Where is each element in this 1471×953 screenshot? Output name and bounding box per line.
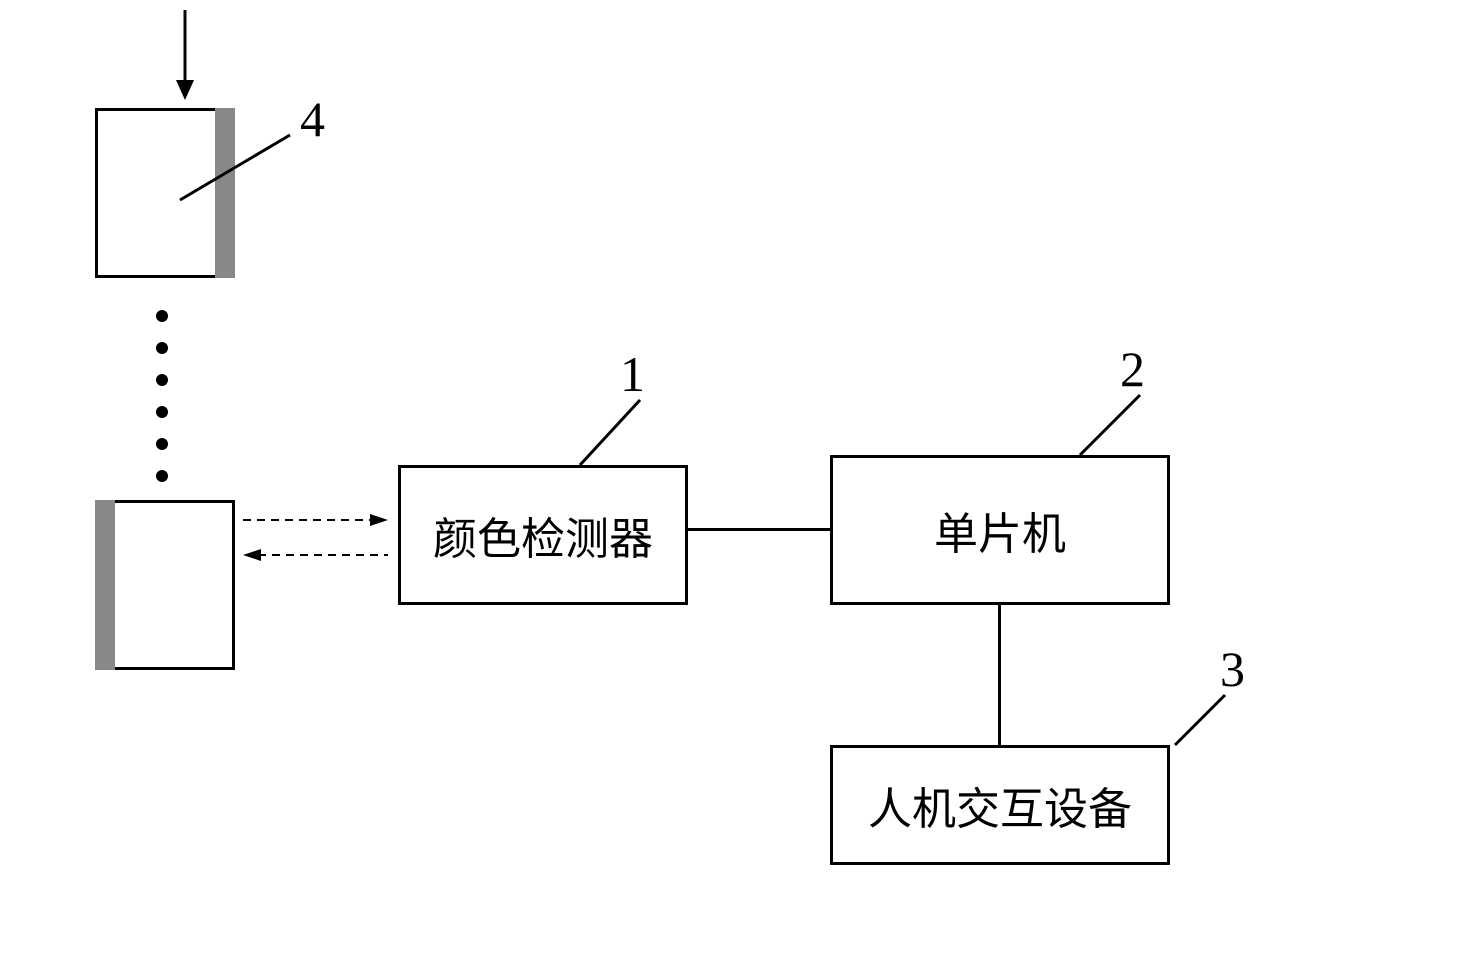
hmi-box: 人机交互设备 <box>830 745 1170 865</box>
mcu-box: 单片机 <box>830 455 1170 605</box>
leader-line-1 <box>575 395 655 470</box>
color-detector-label: 颜色检测器 <box>433 503 653 567</box>
dot <box>156 438 168 450</box>
dashed-arrow-right <box>238 510 398 530</box>
leader-line-2 <box>1075 390 1155 460</box>
connector-mcu-hmi <box>998 605 1001 745</box>
number-4: 4 <box>300 90 325 148</box>
mcu-label: 单片机 <box>934 498 1066 562</box>
number-1: 1 <box>620 345 645 403</box>
dot <box>156 406 168 418</box>
dot <box>156 342 168 354</box>
dot <box>156 470 168 482</box>
connector-detector-mcu <box>688 528 830 531</box>
dot <box>156 310 168 322</box>
color-detector-box: 颜色检测器 <box>398 465 688 605</box>
sample-box-bottom <box>95 500 235 670</box>
number-2: 2 <box>1120 340 1145 398</box>
input-arrow <box>170 10 200 105</box>
hmi-label: 人机交互设备 <box>868 773 1132 837</box>
leader-line-3 <box>1170 690 1240 750</box>
dot <box>156 374 168 386</box>
number-3: 3 <box>1220 640 1245 698</box>
leader-line-4 <box>175 130 305 210</box>
dashed-arrow-left <box>238 545 398 565</box>
shade-left <box>95 500 115 670</box>
